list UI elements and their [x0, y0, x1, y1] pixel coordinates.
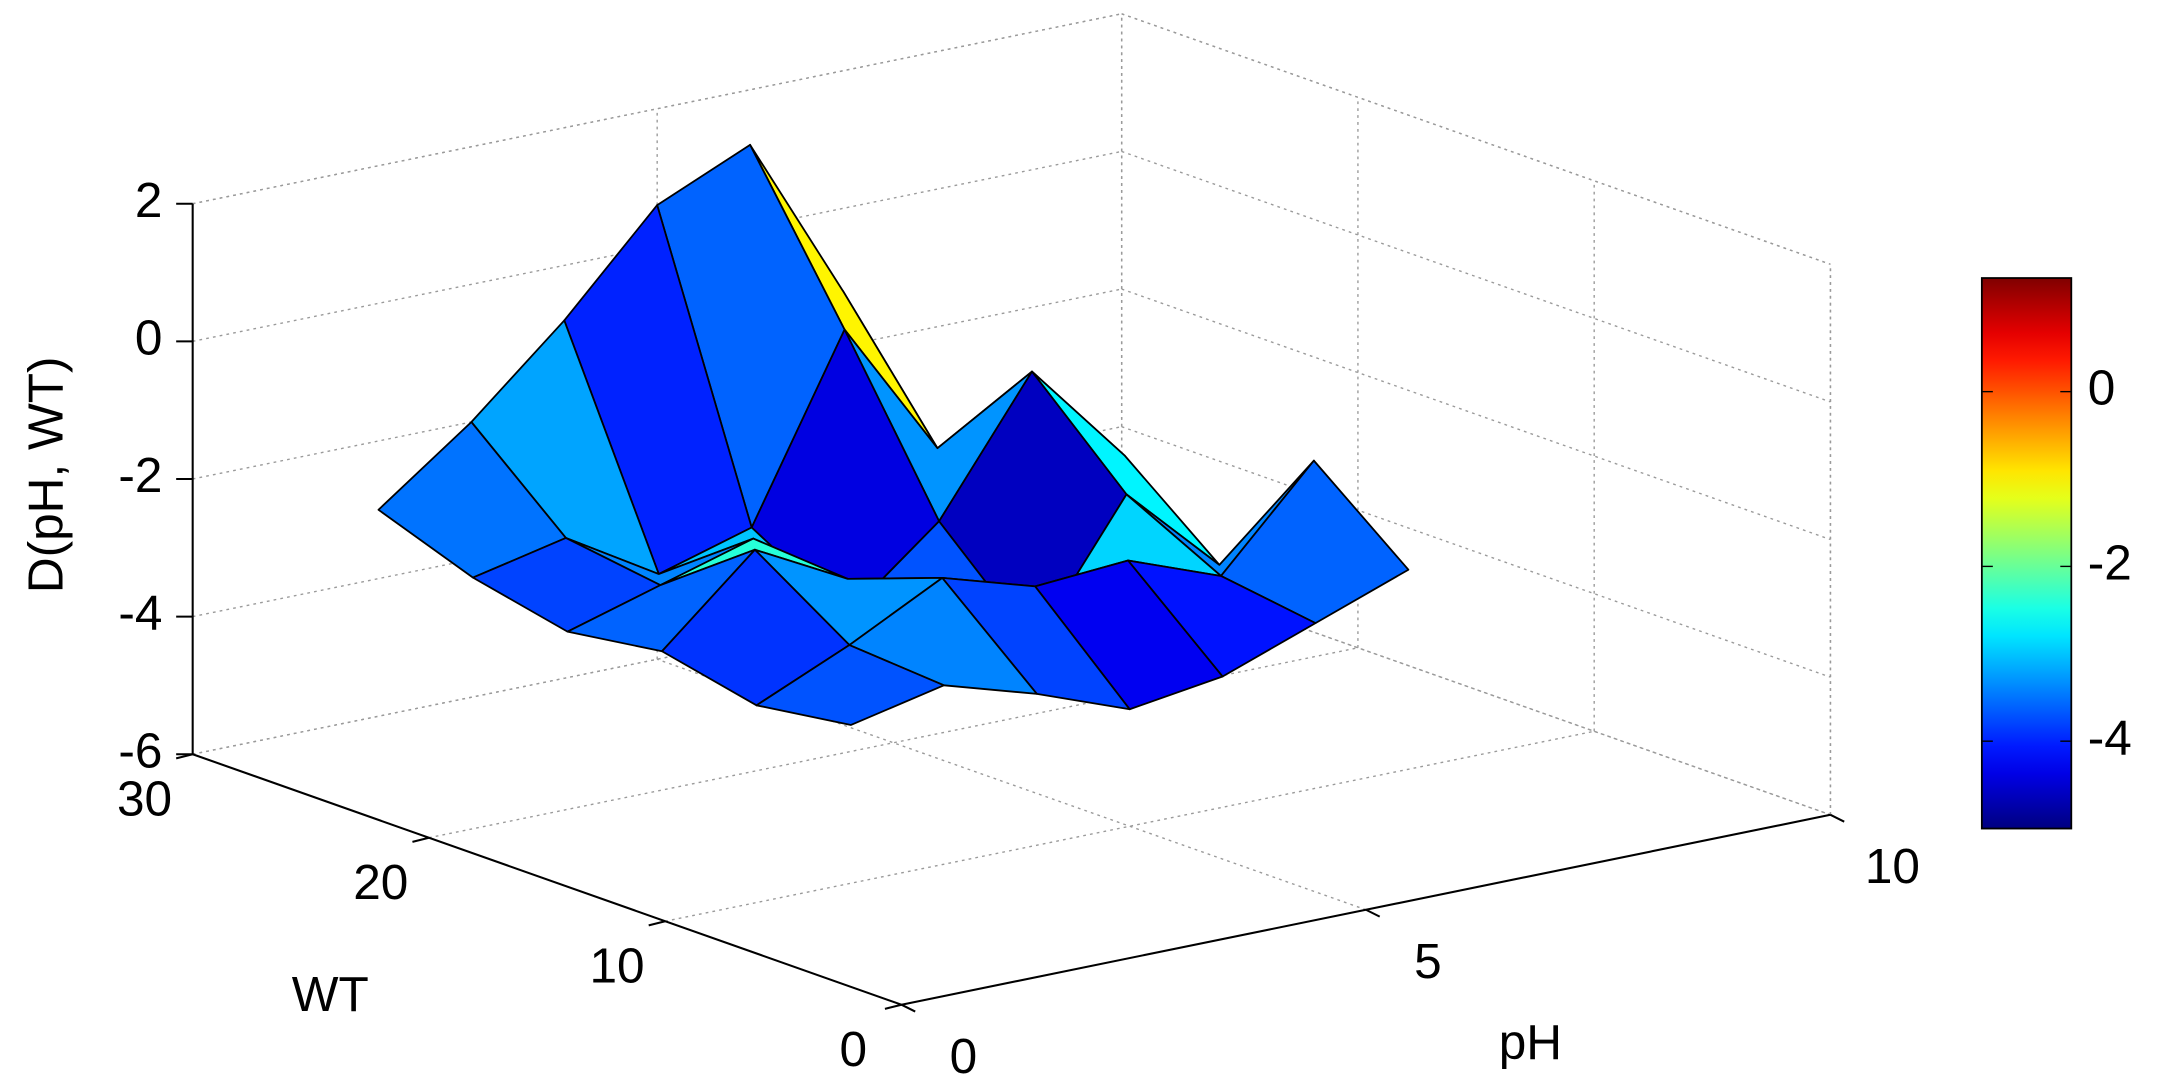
y-tick-label: 0 [840, 1022, 868, 1077]
y-tick-label: 10 [589, 938, 644, 993]
grid-line [665, 730, 1595, 922]
x-tick-label: 10 [1865, 839, 1920, 894]
y-axis [192, 753, 902, 1006]
y-tick-label: 20 [353, 855, 408, 910]
y-tick-label: 30 [117, 771, 172, 826]
z-tick-label: 2 [135, 173, 163, 228]
grid-line [1121, 426, 1831, 678]
z-tick-label: -6 [118, 723, 162, 778]
grid-line [1121, 288, 1831, 541]
z-axis-label: D(pH, WT) [19, 357, 74, 594]
z-tick-label: -2 [118, 448, 162, 503]
y-tick [412, 836, 430, 843]
colorbar [1980, 277, 2073, 830]
z-tick-label: -4 [118, 586, 162, 641]
x-axis-label: pH [1499, 1015, 1562, 1070]
y-axis-label: WT [292, 967, 369, 1022]
x-tick-label: 5 [1414, 934, 1442, 989]
x-tick [1829, 813, 1845, 823]
x-tick-label: 0 [950, 1029, 978, 1084]
colorbar-tick-label: -2 [2088, 535, 2132, 590]
colorbar-tick-label: -4 [2088, 710, 2132, 765]
x-tick [1365, 908, 1381, 918]
grid-line [1121, 13, 1831, 265]
surface-face [755, 644, 945, 726]
grid-line [1121, 150, 1831, 403]
x-axis [901, 813, 1831, 1006]
x-tick [900, 1003, 916, 1013]
y-tick [884, 1003, 902, 1010]
y-tick [648, 920, 666, 927]
z-tick-label: 0 [135, 310, 163, 365]
colorbar-tick-label: 0 [2088, 361, 2116, 416]
